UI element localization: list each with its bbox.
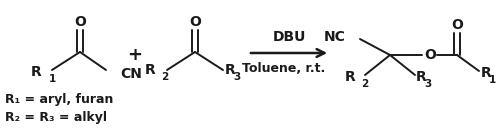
Text: 1: 1 (489, 75, 496, 85)
Text: 3: 3 (233, 72, 240, 82)
Text: O: O (74, 15, 86, 29)
Text: 1: 1 (49, 74, 56, 84)
Text: Toluene, r.t.: Toluene, r.t. (242, 63, 326, 76)
Text: O: O (189, 15, 201, 29)
Text: R: R (481, 66, 492, 80)
Text: R: R (31, 65, 42, 79)
Text: R₂ = R₃ = alkyl: R₂ = R₃ = alkyl (5, 112, 107, 125)
Text: R: R (345, 70, 356, 84)
Text: O: O (424, 48, 436, 62)
Text: R: R (225, 63, 236, 77)
Text: +: + (128, 46, 142, 64)
Text: R: R (144, 63, 155, 77)
Text: O: O (451, 18, 463, 32)
Text: 2: 2 (361, 79, 368, 89)
Text: 2: 2 (161, 72, 168, 82)
Text: R₁ = aryl, furan: R₁ = aryl, furan (5, 93, 114, 106)
Text: R: R (416, 70, 427, 84)
Text: NC: NC (324, 30, 346, 44)
Text: 3: 3 (424, 79, 431, 89)
Text: DBU: DBU (272, 30, 306, 44)
Text: CN: CN (120, 67, 142, 81)
